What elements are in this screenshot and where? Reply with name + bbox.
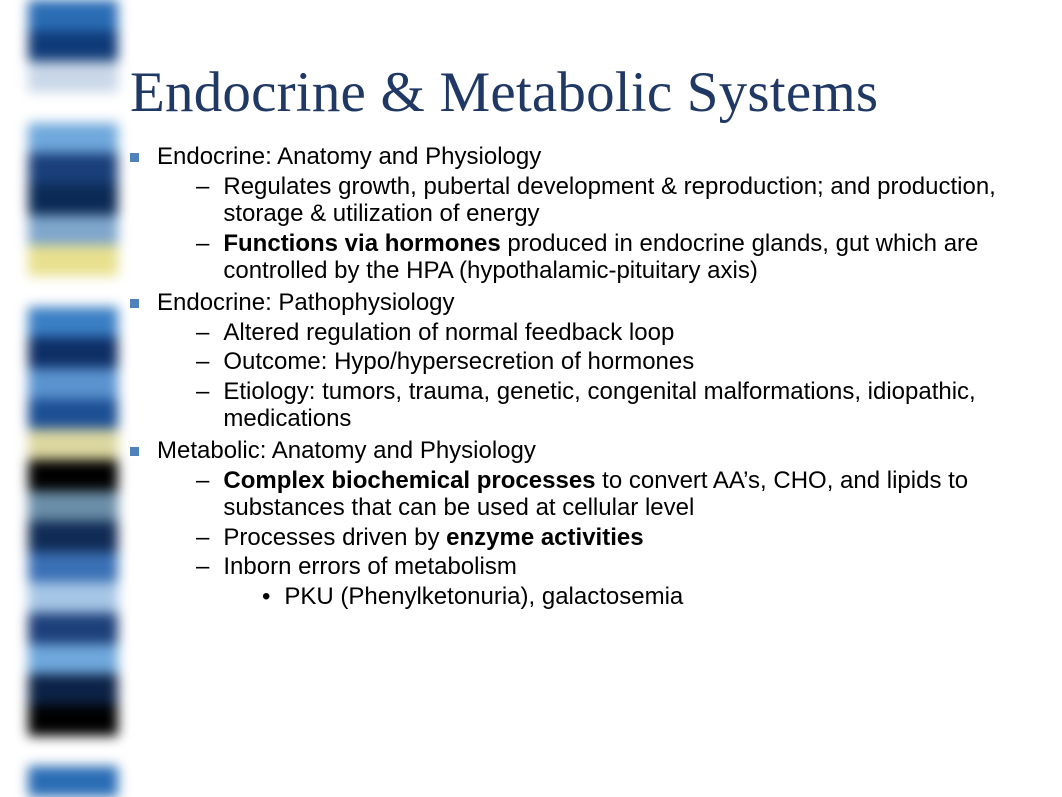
section-heading: Endocrine: Pathophysiology [130, 289, 1032, 317]
stripe-segment [28, 61, 118, 92]
dot-bullet-icon: • [262, 583, 270, 611]
stripe-segment [28, 276, 118, 307]
section-heading-text: Endocrine: Anatomy and Physiology [157, 143, 1032, 171]
sub-item-text: Complex biochemical processes to convert… [223, 467, 1032, 522]
sub-item: –Complex biochemical processes to conver… [196, 467, 1032, 522]
stripe-segment [28, 674, 118, 705]
sub-item: –Inborn errors of metabolism [196, 553, 1032, 581]
slide: Endocrine & Metabolic Systems Endocrine:… [0, 0, 1062, 797]
stripe-segment [28, 399, 118, 430]
stripe-segment [28, 644, 118, 675]
dash-bullet-icon: – [196, 467, 209, 495]
stripe-segment [28, 521, 118, 552]
sub-sub-item: • PKU (Phenylketonuria), galactosemia [262, 583, 1032, 611]
stripe-segment [28, 153, 118, 184]
stripe-segment [28, 613, 118, 644]
sub-item: –Regulates growth, pubertal development … [196, 173, 1032, 228]
sub-item: –Processes driven by enzyme activities [196, 524, 1032, 552]
stripe-segment [28, 766, 118, 797]
section-heading: Metabolic: Anatomy and Physiology [130, 437, 1032, 465]
square-bullet-icon [130, 153, 139, 162]
stripe-segment [28, 123, 118, 154]
section-heading: Endocrine: Anatomy and Physiology [130, 143, 1032, 171]
slide-title: Endocrine & Metabolic Systems [130, 60, 1032, 125]
sub-item-text: Inborn errors of metabolism [223, 553, 1032, 581]
stripe-segment [28, 429, 118, 460]
stripe-segment [28, 552, 118, 583]
stripe-segment [28, 460, 118, 491]
dash-bullet-icon: – [196, 378, 209, 406]
dash-bullet-icon: – [196, 173, 209, 201]
dash-bullet-icon: – [196, 348, 209, 376]
dash-bullet-icon: – [196, 553, 209, 581]
sub-item-text: Functions via hormones produced in endoc… [223, 230, 1032, 285]
slide-content: Endocrine & Metabolic Systems Endocrine:… [130, 60, 1032, 611]
sub-sub-item-text: PKU (Phenylketonuria), galactosemia [284, 583, 1032, 611]
section-heading-text: Endocrine: Pathophysiology [157, 289, 1032, 317]
stripe-segment [28, 0, 118, 31]
sub-item: –Functions via hormones produced in endo… [196, 230, 1032, 285]
square-bullet-icon [130, 299, 139, 308]
stripe-segment [28, 31, 118, 62]
dash-bullet-icon: – [196, 319, 209, 347]
stripe-segment [28, 337, 118, 368]
stripe-segment [28, 582, 118, 613]
stripe-segment [28, 92, 118, 123]
sub-item-text: Processes driven by enzyme activities [223, 524, 1032, 552]
section-heading-text: Metabolic: Anatomy and Physiology [157, 437, 1032, 465]
dash-bullet-icon: – [196, 524, 209, 552]
stripe-segment [28, 736, 118, 767]
stripe-segment [28, 491, 118, 522]
slide-body: Endocrine: Anatomy and Physiology–Regula… [130, 143, 1032, 611]
stripe-segment [28, 307, 118, 338]
stripe-segment [28, 184, 118, 215]
sub-item: –Etiology: tumors, trauma, genetic, cong… [196, 378, 1032, 433]
dash-bullet-icon: – [196, 230, 209, 258]
stripe-segment [28, 368, 118, 399]
stripe-segment [28, 245, 118, 276]
decorative-stripe [28, 0, 118, 797]
square-bullet-icon [130, 447, 139, 456]
sub-item-text: Regulates growth, pubertal development &… [223, 173, 1032, 228]
stripe-segment [28, 705, 118, 736]
sub-item-text: Etiology: tumors, trauma, genetic, conge… [223, 378, 1032, 433]
sub-item-text: Altered regulation of normal feedback lo… [223, 319, 1032, 347]
stripe-segment [28, 215, 118, 246]
sub-item: –Altered regulation of normal feedback l… [196, 319, 1032, 347]
sub-item: –Outcome: Hypo/hypersecretion of hormone… [196, 348, 1032, 376]
sub-item-text: Outcome: Hypo/hypersecretion of hormones [223, 348, 1032, 376]
